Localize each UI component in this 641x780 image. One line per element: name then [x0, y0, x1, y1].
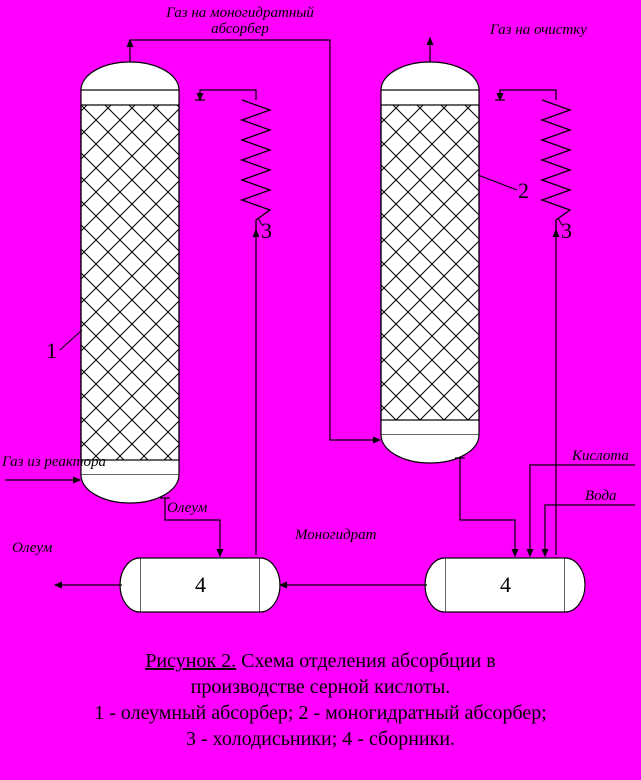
leader-2	[478, 175, 517, 190]
process-flow-diagram: Газ на моногидратный абсорбер Газ на очи…	[0, 0, 641, 640]
label-monohydrate: Моногидрат	[295, 527, 377, 544]
number-3a: 3	[261, 218, 272, 244]
monohydrate-absorber	[381, 62, 479, 463]
diagram-svg	[0, 0, 641, 640]
leader-1	[60, 330, 82, 350]
number-3b: 3	[561, 218, 572, 244]
caption-line1-rest: Схема отделения абсорбции в	[236, 650, 496, 672]
label-gas-to-mono: Газ на моногидратный абсорбер	[140, 6, 340, 38]
label-water: Вода	[585, 488, 617, 505]
stream-water-in	[545, 505, 635, 556]
label-gas-from-reactor: Газ из реактора	[2, 455, 106, 471]
caption-line4: 3 - холодисьники; 4 - сборники.	[10, 726, 631, 752]
figure-caption: Рисунок 2. Схема отделения абсорбции в п…	[0, 648, 641, 752]
number-4b: 4	[500, 572, 511, 598]
caption-line3: 1 - олеумный абсорбер; 2 - моногидратный…	[10, 700, 631, 726]
label-acid: Кислота	[572, 448, 629, 465]
cooler-right	[495, 90, 570, 555]
cooler-left	[195, 90, 270, 555]
label-oleum-b: Олеум	[12, 540, 52, 557]
label-gas-to-clean: Газ на очистку	[490, 22, 587, 39]
stream-acid-in	[530, 465, 635, 556]
number-2: 2	[518, 178, 529, 204]
caption-line2: производстве серной кислоты.	[10, 674, 631, 700]
oleum-absorber	[81, 62, 179, 503]
label-oleum-a: Олеум	[167, 500, 207, 517]
caption-figref: Рисунок 2.	[145, 650, 236, 672]
number-1: 1	[46, 338, 57, 364]
number-4a: 4	[195, 572, 206, 598]
stream-mono-down	[460, 458, 515, 556]
